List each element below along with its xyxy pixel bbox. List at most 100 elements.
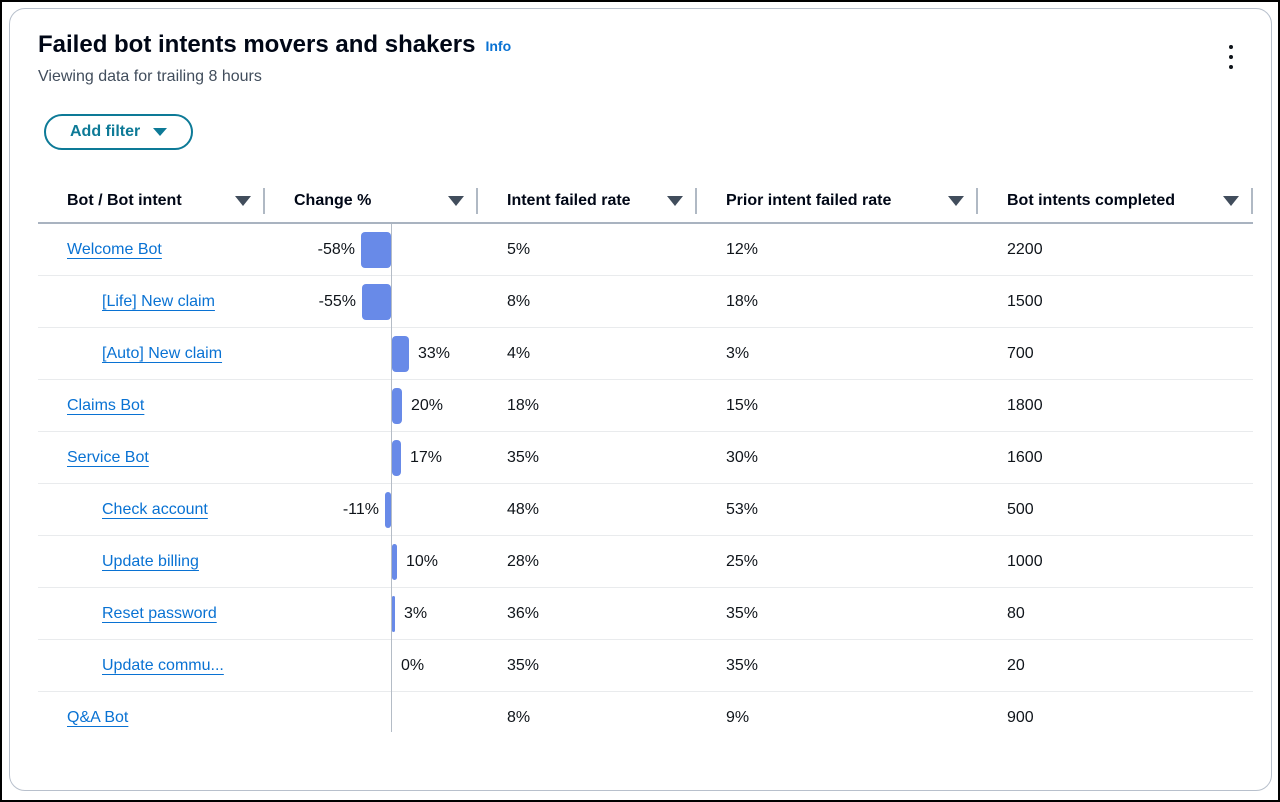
caret-down-filled-icon <box>153 128 168 136</box>
column-header-prior-intent-failed-rate[interactable]: Prior intent failed rate <box>697 180 978 222</box>
change-bar <box>392 336 409 372</box>
change-cell: -11% <box>265 484 478 535</box>
bot-intent-link[interactable]: Reset password <box>102 604 217 622</box>
bot-intent-link[interactable]: [Life] New claim <box>102 292 215 310</box>
bot-name-cell: Reset password <box>38 588 265 639</box>
table-row: Check account -11% 48% 53% 500 <box>38 484 1253 536</box>
column-divider <box>263 188 265 214</box>
bot-intents-completed-cell: 80 <box>1007 604 1025 622</box>
prior-intent-failed-rate-cell: 18% <box>726 292 759 310</box>
intent-failed-rate-cell: 48% <box>507 500 540 518</box>
intent-failed-rate-cell: 5% <box>507 240 531 258</box>
change-bar <box>362 284 391 320</box>
change-cell: 10% <box>265 536 478 587</box>
change-bar <box>392 596 395 632</box>
kebab-menu-button[interactable] <box>1221 39 1241 75</box>
change-cell: 3% <box>265 588 478 639</box>
column-header-bot-bot-intent[interactable]: Bot / Bot intent <box>38 180 265 222</box>
change-zero-axis <box>391 224 392 732</box>
bot-name-cell: Update commu... <box>38 640 265 691</box>
prior-intent-failed-rate-cell: 30% <box>726 448 759 466</box>
bot-intent-link[interactable]: Update billing <box>102 552 199 570</box>
change-label: 10% <box>406 553 439 570</box>
column-header-change[interactable]: Change % <box>265 180 478 222</box>
bot-intents-completed-cell: 700 <box>1007 344 1034 362</box>
table-body: Welcome Bot -58% 5% 12% 2200 [Life] New claim… <box>38 224 1253 744</box>
bot-intent-link[interactable]: Claims Bot <box>67 396 145 414</box>
column-divider <box>476 188 478 214</box>
change-cell: 0% <box>265 640 478 691</box>
bot-name-cell: Claims Bot <box>38 380 265 431</box>
prior-intent-failed-rate-cell: 12% <box>726 240 759 258</box>
prior-intent-failed-rate-cell: 9% <box>726 709 750 726</box>
bot-intent-link[interactable]: Service Bot <box>67 448 149 466</box>
trailing-period-subtitle: Viewing data for trailing 8 hours <box>38 68 262 85</box>
column-divider <box>1251 188 1253 214</box>
bot-intent-link[interactable]: Check account <box>102 500 208 518</box>
bot-name-cell: [Life] New claim <box>38 276 265 327</box>
table-row: Service Bot 17% 35% 30% 1600 <box>38 432 1253 484</box>
bot-intent-link[interactable]: Q&A Bot <box>67 709 129 726</box>
intent-failed-rate-cell: 4% <box>507 344 531 362</box>
kebab-menu-icon <box>1229 55 1233 59</box>
bot-intent-link[interactable]: Update commu... <box>102 656 224 674</box>
page-title: Failed bot intents movers and shakers <box>38 31 476 58</box>
column-divider <box>695 188 697 214</box>
intent-failed-rate-cell: 28% <box>507 552 540 570</box>
add-filter-label: Add filter <box>70 123 141 140</box>
prior-intent-failed-rate-cell: 15% <box>726 396 759 414</box>
column-divider <box>976 188 978 214</box>
kebab-menu-icon <box>1229 45 1233 49</box>
intent-failed-rate-cell: 35% <box>507 448 540 466</box>
add-filter-button[interactable]: Add filter <box>44 114 194 150</box>
intent-failed-rate-cell: 8% <box>507 709 531 726</box>
bot-intents-completed-cell: 900 <box>1007 709 1034 726</box>
column-header-bot-intents-completed[interactable]: Bot intents completed <box>978 180 1253 222</box>
change-cell: 17% <box>265 432 478 483</box>
change-bar <box>392 388 402 424</box>
intent-failed-rate-cell: 18% <box>507 396 540 414</box>
caret-down-filled-icon <box>448 196 464 206</box>
table-row: Q&A Bot 8% 9% 900 <box>38 692 1253 744</box>
change-cell <box>265 692 478 744</box>
widget-header: Failed bot intents movers and shakers Inf… <box>38 31 1243 87</box>
column-header-label: Bot intents completed <box>1007 192 1176 209</box>
change-cell: 33% <box>265 328 478 379</box>
movers-shakers-table: Bot / Bot intent Change % Intent failed ra… <box>38 180 1253 744</box>
change-label: -55% <box>318 293 356 310</box>
intent-failed-rate-cell: 35% <box>507 656 540 674</box>
bot-name-cell: Q&A Bot <box>38 692 265 744</box>
failed-bot-intents-widget: Failed bot intents movers and shakers Inf… <box>9 8 1272 791</box>
bot-intent-link[interactable]: [Auto] New claim <box>102 344 223 362</box>
prior-intent-failed-rate-cell: 25% <box>726 552 759 570</box>
change-label: 17% <box>410 449 443 466</box>
prior-intent-failed-rate-cell: 3% <box>726 344 750 362</box>
bot-intents-completed-cell: 1600 <box>1007 448 1043 466</box>
change-label: 3% <box>404 605 428 622</box>
title-group: Failed bot intents movers and shakers Inf… <box>38 31 511 87</box>
column-header-label: Change % <box>294 192 372 209</box>
column-header-label: Intent failed rate <box>507 192 631 209</box>
prior-intent-failed-rate-cell: 35% <box>726 604 759 622</box>
change-cell: -55% <box>265 276 478 327</box>
bot-intent-link[interactable]: Welcome Bot <box>67 240 162 258</box>
bot-intents-completed-cell: 1800 <box>1007 396 1043 414</box>
change-label: -58% <box>317 241 355 258</box>
change-bar <box>385 492 391 528</box>
intent-failed-rate-cell: 8% <box>507 292 531 310</box>
bot-name-cell: Service Bot <box>38 432 265 483</box>
kebab-menu-icon <box>1229 65 1233 69</box>
bot-name-cell: Welcome Bot <box>38 224 265 275</box>
table-header: Bot / Bot intent Change % Intent failed ra… <box>38 180 1253 224</box>
change-cell: -58% <box>265 224 478 275</box>
table-row: [Auto] New claim 33% 4% 3% 700 <box>38 328 1253 380</box>
intent-failed-rate-cell: 36% <box>507 604 540 622</box>
column-header-label: Bot / Bot intent <box>67 192 182 209</box>
info-link[interactable]: Info <box>485 38 512 54</box>
caret-down-filled-icon <box>235 196 251 206</box>
bot-name-cell: Update billing <box>38 536 265 587</box>
column-header-label: Prior intent failed rate <box>726 192 892 209</box>
column-header-intent-failed-rate[interactable]: Intent failed rate <box>478 180 697 222</box>
change-cell: 20% <box>265 380 478 431</box>
bot-intents-completed-cell: 2200 <box>1007 240 1043 258</box>
